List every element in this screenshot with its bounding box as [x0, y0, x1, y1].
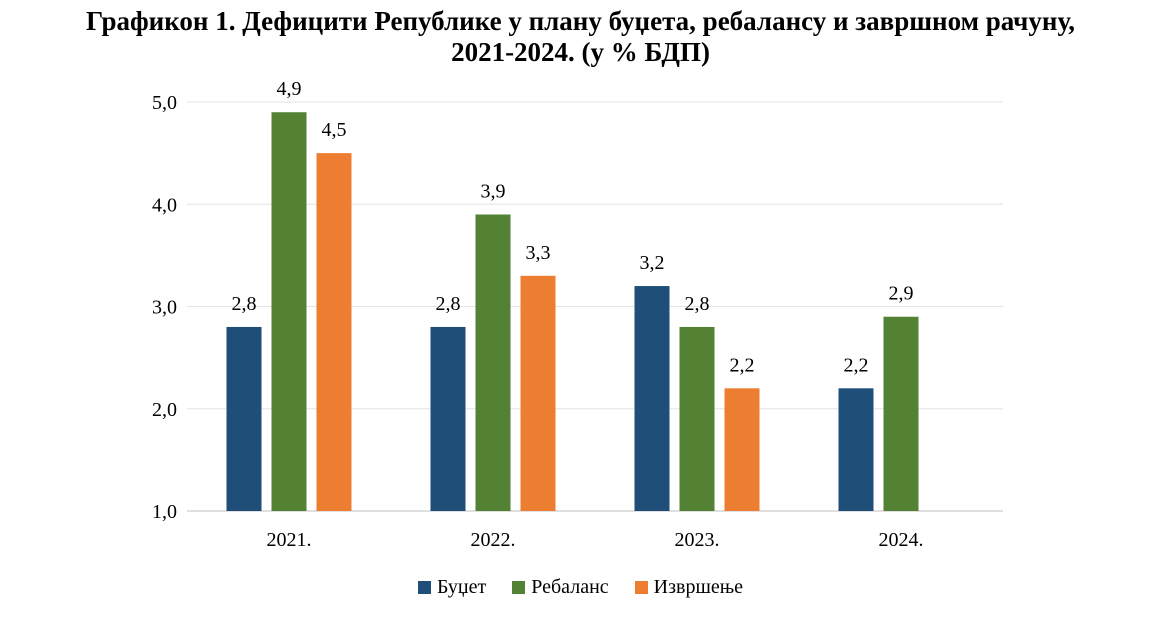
data-label: 2,8 — [436, 293, 461, 315]
bar — [883, 316, 919, 511]
data-label: 2,2 — [844, 354, 869, 376]
data-label: 4,9 — [277, 78, 302, 100]
data-label: 2,8 — [685, 293, 710, 315]
legend-swatch-execution — [634, 581, 648, 594]
x-axis: 2021. 2022. 2023. 2024. — [267, 529, 924, 551]
legend-swatch-rebalance — [512, 581, 526, 594]
legend-label-budget: Буџет — [436, 576, 487, 598]
y-tick-label: 2,0 — [152, 399, 177, 421]
bar — [724, 388, 760, 511]
bar — [226, 326, 262, 511]
bars — [226, 112, 919, 511]
bar — [316, 153, 352, 511]
gridlines — [187, 101, 1003, 512]
data-label: 3,2 — [640, 252, 665, 274]
y-tick-label: 3,0 — [152, 297, 177, 319]
bar — [271, 112, 307, 511]
legend-item-budget: Буџет — [417, 576, 487, 599]
y-tick-label: 5,0 — [152, 92, 177, 114]
data-label: 2,9 — [889, 283, 914, 305]
data-label: 2,8 — [232, 293, 257, 315]
chart-title: Графикон 1. Дефицити Републике у плану б… — [0, 6, 1161, 68]
bar — [430, 326, 466, 511]
legend-label-execution: Извршење — [653, 576, 744, 598]
bar — [838, 388, 874, 511]
bar — [634, 286, 670, 511]
chart-title-line2: 2021-2024. (у % БДП) — [451, 37, 710, 67]
data-label: 2,2 — [730, 354, 755, 376]
x-tick-label: 2024. — [879, 529, 924, 551]
legend-item-rebalance: Ребаланс — [512, 576, 609, 599]
data-label: 3,3 — [526, 242, 551, 264]
data-labels: 2,8 4,9 4,5 2,8 3,9 3,3 3,2 2,8 2,2 2,2 2,9 — [232, 78, 914, 376]
y-tick-label: 4,0 — [152, 194, 177, 216]
x-tick-label: 2022. — [471, 529, 516, 551]
data-label: 4,5 — [322, 119, 347, 141]
bar — [679, 326, 715, 511]
legend-swatch-budget — [417, 581, 431, 594]
y-axis: 1,0 2,0 3,0 4,0 5,0 — [152, 92, 177, 523]
x-tick-label: 2023. — [675, 529, 720, 551]
x-tick-label: 2021. — [267, 529, 312, 551]
y-tick-label: 1,0 — [152, 501, 177, 523]
legend-item-execution: Извршење — [634, 576, 744, 599]
legend: Буџет Ребаланс Извршење — [0, 576, 1161, 599]
bar — [475, 214, 511, 511]
data-label: 3,9 — [481, 180, 506, 202]
bar — [520, 275, 556, 511]
chart-title-line1: Графикон 1. Дефицити Републике у плану б… — [85, 6, 1076, 36]
legend-label-rebalance: Ребаланс — [531, 576, 609, 598]
